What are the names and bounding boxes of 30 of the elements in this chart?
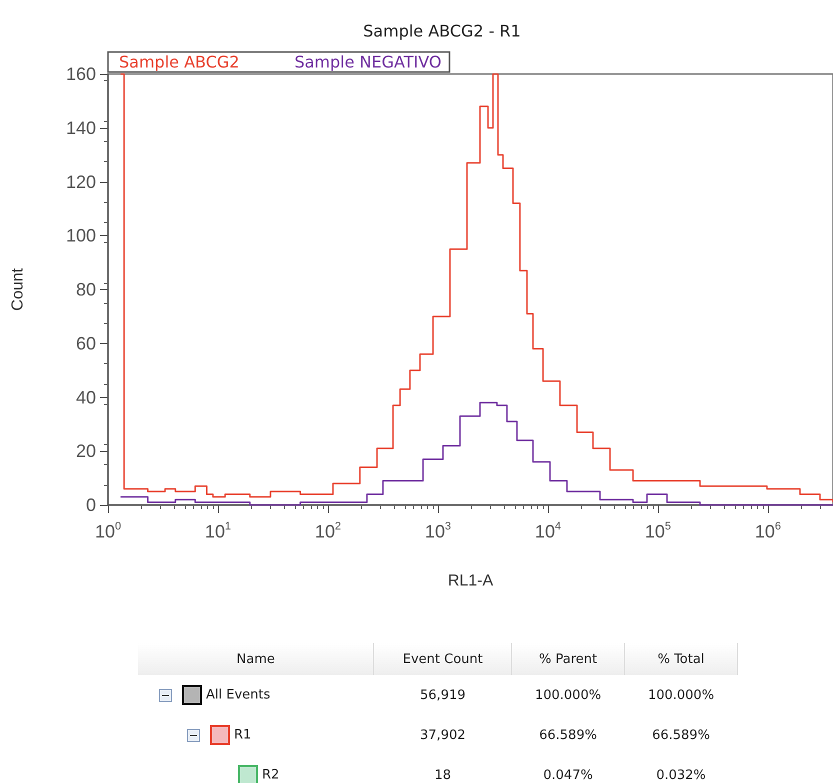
text: 66.589%: [652, 728, 710, 742]
text: R2: [262, 768, 280, 783]
category-label: Name: [138, 643, 374, 675]
y-tick-label: 20: [76, 441, 96, 462]
text: 56,919: [420, 688, 466, 702]
text: 37,902: [420, 728, 466, 742]
y-axis-title: Count: [10, 268, 26, 311]
series-label: Sample ABCG2: [119, 52, 240, 72]
text: All Events: [206, 688, 270, 703]
y-tick-label: 100: [66, 226, 96, 246]
category-label: % Parent: [512, 643, 625, 675]
x-axis-title: RL1-A: [448, 572, 494, 590]
category-label: Event Count: [374, 643, 512, 675]
y-tick-label: 60: [76, 333, 96, 354]
y-tick-label: 40: [76, 387, 96, 408]
text: 0.047%: [543, 768, 593, 782]
text: 100.000%: [534, 688, 602, 702]
y-tick-label: 120: [66, 172, 96, 192]
text: R1: [234, 728, 252, 743]
y-tick-label: 140: [66, 118, 96, 138]
text: 18: [434, 768, 452, 782]
y-tick-label: 80: [76, 280, 96, 300]
text: Sample NEGATIVO: [294, 52, 442, 72]
text: 0.032%: [656, 768, 706, 782]
chart-title: Sample ABCG2 - R1: [363, 22, 521, 40]
category-label: % Total: [624, 643, 738, 675]
text: 100.000%: [648, 688, 714, 702]
y-tick-label: 160: [66, 64, 96, 84]
y-tick-label: 0: [86, 495, 96, 515]
text: 66.589%: [539, 728, 597, 742]
